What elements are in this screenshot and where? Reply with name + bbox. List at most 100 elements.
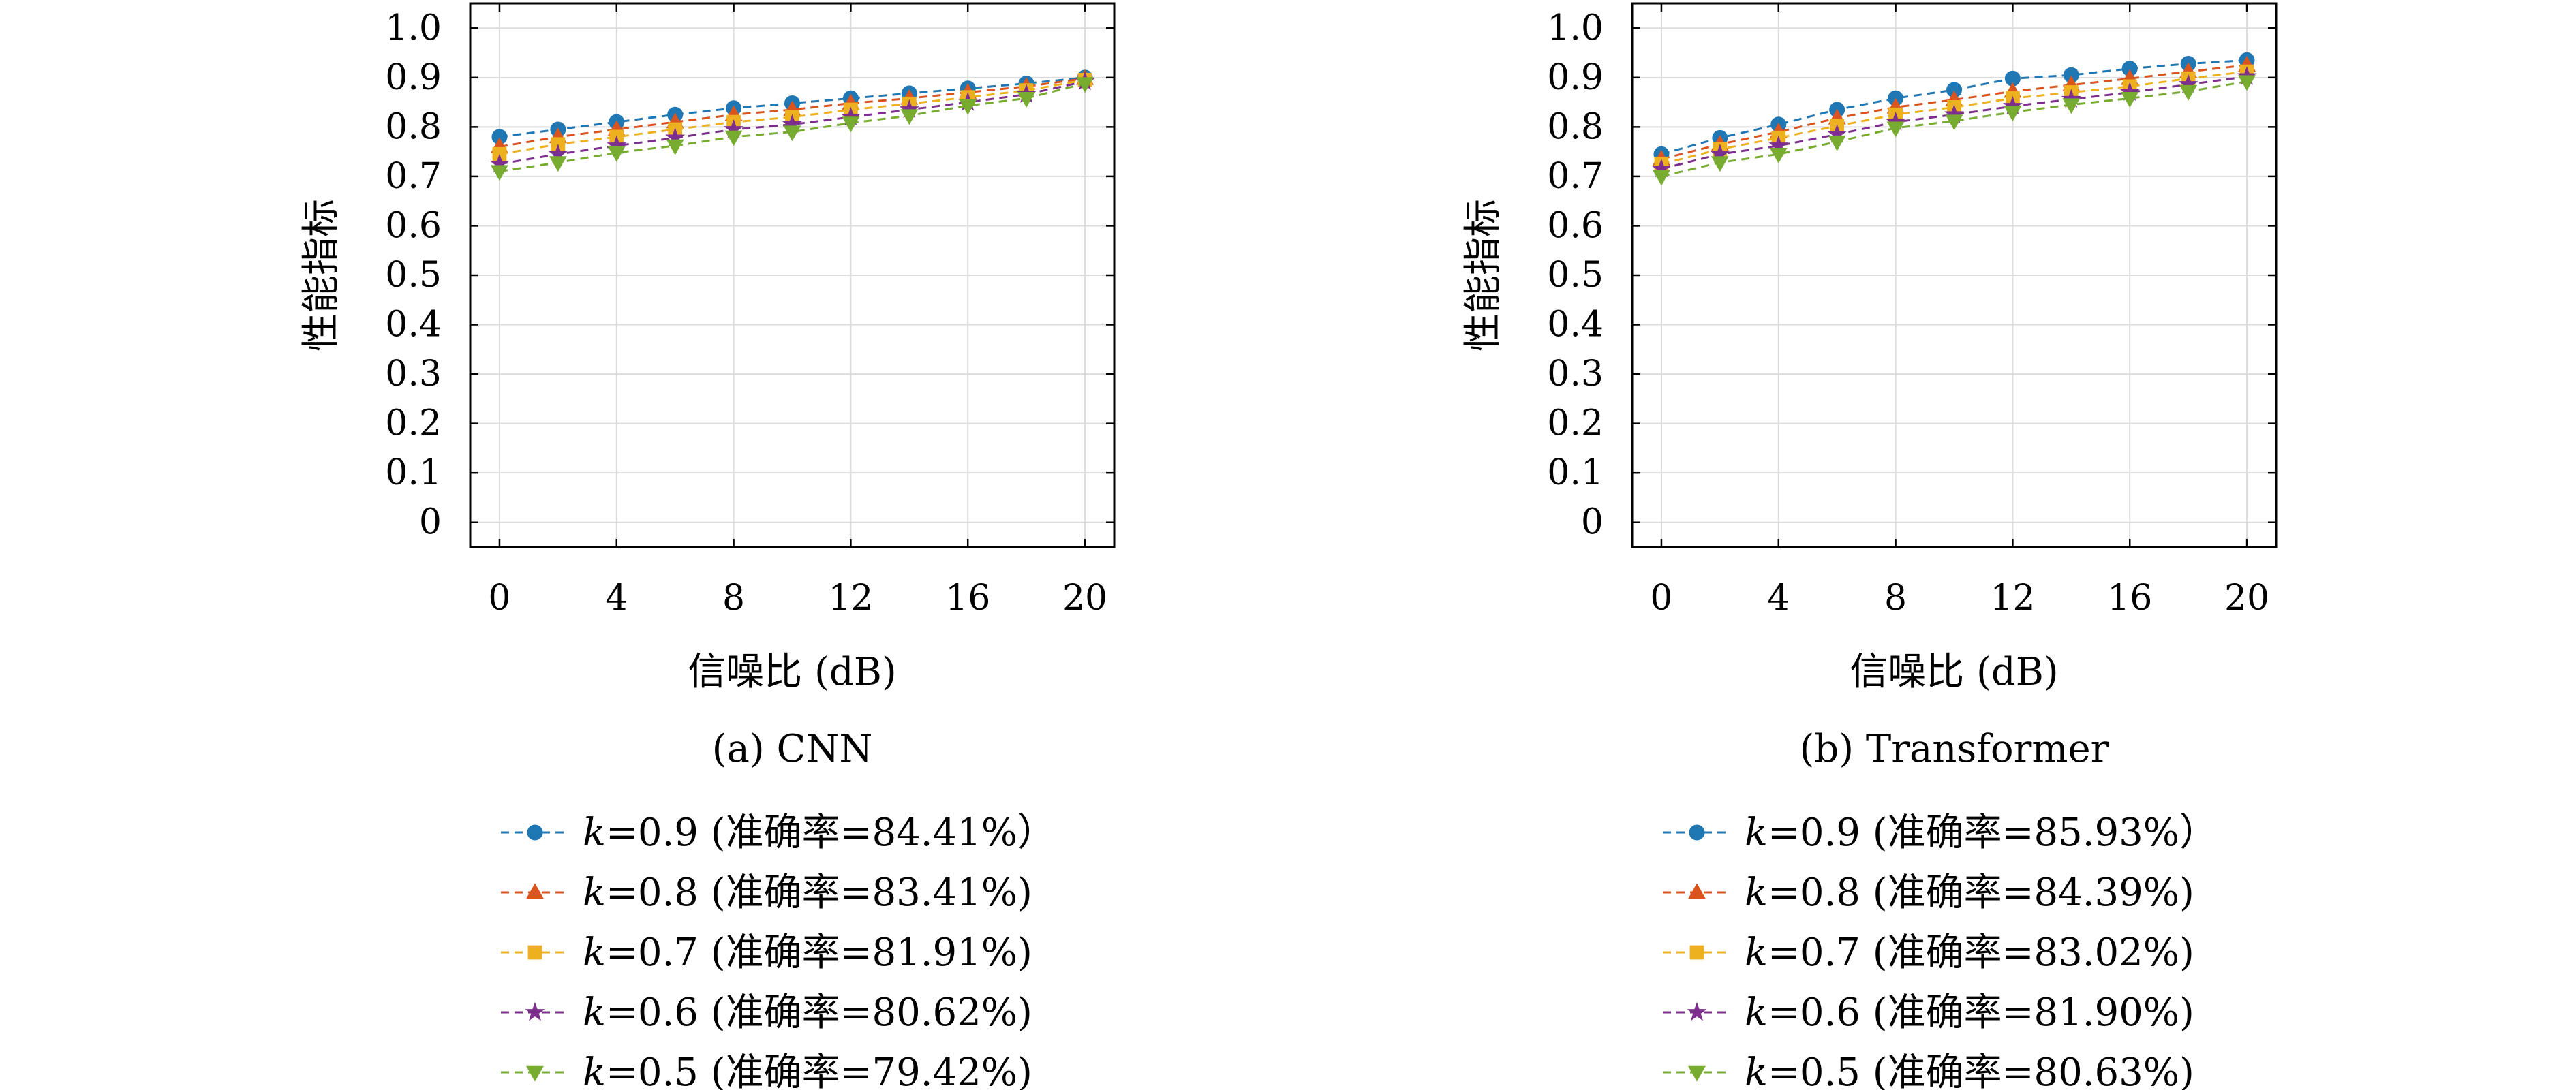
legend-entry: k=0.7 (准确率=83.02%) <box>1663 931 2194 975</box>
y-tick-label: 0.3 <box>385 354 442 394</box>
data-point <box>666 139 684 155</box>
panel-caption: (b) Transformer <box>1800 727 2109 771</box>
x-axis-label: 信噪比 (dB) <box>1850 650 2059 694</box>
data-point <box>724 130 743 146</box>
legend-marker <box>526 883 544 899</box>
y-tick-label: 0.1 <box>1547 452 1604 493</box>
x-tick-label: 4 <box>1767 578 1790 619</box>
axes-box <box>469 2 1116 548</box>
y-tick-label: 0.9 <box>1547 57 1604 98</box>
x-tick-label: 8 <box>722 578 745 619</box>
y-tick-label: 0 <box>419 502 442 543</box>
legend-label: k=0.8 (准确率=83.41%) <box>583 871 1032 915</box>
series-path <box>499 77 1086 148</box>
y-tick-label: 0.4 <box>385 305 442 345</box>
legend-label: k=0.8 (准确率=84.39%) <box>1745 871 2194 915</box>
legend-entry: k=0.8 (准确率=84.39%) <box>1663 871 2194 915</box>
legend-entry: k=0.8 (准确率=83.41%) <box>501 871 1032 915</box>
legend-marker <box>526 1065 544 1082</box>
series-line-k05 <box>490 77 1094 181</box>
data-point <box>900 109 919 125</box>
data-point <box>549 156 567 172</box>
legend-entry: k=0.5 (准确率=80.63%) <box>1663 1050 2194 1090</box>
legend-marker <box>1687 1001 1707 1021</box>
y-tick-label: 0.3 <box>1547 354 1604 394</box>
y-axis-label: 性能指标 <box>1461 199 1505 352</box>
legend-label: k=0.5 (准确率=80.63%) <box>1745 1050 2194 1090</box>
x-tick-label: 16 <box>2107 578 2152 619</box>
data-point <box>959 99 977 115</box>
series-path <box>1661 80 2248 178</box>
data-point <box>2004 106 2022 122</box>
y-tick-label: 0.8 <box>1547 106 1604 147</box>
y-tick-label: 0.7 <box>1547 156 1604 197</box>
x-tick-label: 12 <box>828 578 873 619</box>
series-path <box>1661 75 2248 170</box>
data-point <box>2179 84 2198 101</box>
data-point <box>1828 135 1846 151</box>
legend-entry: k=0.5 (准确率=79.42%) <box>501 1050 1032 1090</box>
data-point <box>2062 98 2081 114</box>
y-axis-label: 性能指标 <box>299 199 343 352</box>
data-point <box>1945 114 1963 131</box>
y-tick-label: 0.2 <box>385 403 442 444</box>
x-tick-label: 4 <box>605 578 628 619</box>
data-point <box>2121 91 2139 108</box>
legend-marker <box>1688 883 1706 899</box>
data-point <box>1017 91 1036 108</box>
data-point <box>2238 75 2256 91</box>
y-tick-label: 0.2 <box>1547 403 1604 444</box>
y-tick-label: 0.9 <box>385 57 442 98</box>
data-point <box>842 116 860 133</box>
x-tick-label: 20 <box>1062 578 1107 619</box>
x-axis-label: 信噪比 (dB) <box>688 650 897 694</box>
legend-label: k=0.9 (准确率=85.93%） <box>1745 811 2218 855</box>
y-tick-label: 0.1 <box>385 452 442 493</box>
chart-panel-b: 0 0.1 0.2 0.3 0.4 0.5 0.6 0.7 0.8 0.9 1.0 0 4 8 12 16 20… <box>1461 2 2278 1090</box>
series-path <box>1661 64 2248 160</box>
legend-entry: k=0.9 (准确率=85.93%） <box>1663 811 2218 855</box>
legend-label: k=0.6 (准确率=81.90%) <box>1745 991 2194 1035</box>
data-point <box>490 165 508 181</box>
legend-label: k=0.6 (准确率=80.62%) <box>583 991 1032 1035</box>
legend-label: k=0.5 (准确率=79.42%) <box>583 1050 1032 1090</box>
panel-caption: (a) CNN <box>712 727 873 771</box>
y-tick-label: 0.4 <box>1547 305 1604 345</box>
series-path <box>499 80 1086 166</box>
data-point <box>1769 147 1788 164</box>
series-line-k05 <box>1652 75 2256 186</box>
y-tick-label: 0.6 <box>1547 205 1604 246</box>
data-point <box>607 146 626 162</box>
legend-marker <box>1688 1065 1706 1082</box>
y-tick-label: 0.5 <box>1547 255 1604 296</box>
legend-entry: k=0.6 (准确率=80.62%) <box>501 991 1032 1035</box>
legend-entry: k=0.7 (准确率=81.91%) <box>501 931 1032 975</box>
x-tick-label: 20 <box>2224 578 2269 619</box>
legend-marker <box>527 945 542 960</box>
y-tick-label: 0.8 <box>385 106 442 147</box>
legend-label: k=0.7 (准确率=81.91%) <box>583 931 1032 975</box>
chart-panel-a: 0 0.1 0.2 0.3 0.4 0.5 0.6 0.7 0.8 0.9 1.0 0 4 8 12 16 20… <box>299 2 1116 1090</box>
y-tick-label: 0.7 <box>385 156 442 197</box>
legend-marker <box>1689 824 1705 841</box>
y-tick-label: 1.0 <box>385 7 442 48</box>
legend-marker <box>525 1001 545 1021</box>
series-path <box>499 78 1086 155</box>
y-tick-label: 1.0 <box>1547 7 1604 48</box>
data-point <box>1076 77 1094 93</box>
data-point <box>1886 121 1905 138</box>
legend-marker <box>1689 945 1704 960</box>
series-path <box>1661 70 2248 166</box>
x-tick-label: 12 <box>1990 578 2035 619</box>
data-point <box>1711 156 1729 172</box>
legend-label: k=0.9 (准确率=84.41%） <box>583 811 1056 855</box>
data-point <box>783 125 801 142</box>
x-tick-label: 0 <box>488 578 510 619</box>
x-tick-label: 8 <box>1884 578 1907 619</box>
legend-entry: k=0.9 (准确率=84.41%） <box>501 811 1056 855</box>
x-tick-label: 16 <box>945 578 990 619</box>
y-tick-label: 0.6 <box>385 205 442 246</box>
y-tick-label: 0.5 <box>385 255 442 296</box>
y-tick-label: 0 <box>1581 502 1604 543</box>
